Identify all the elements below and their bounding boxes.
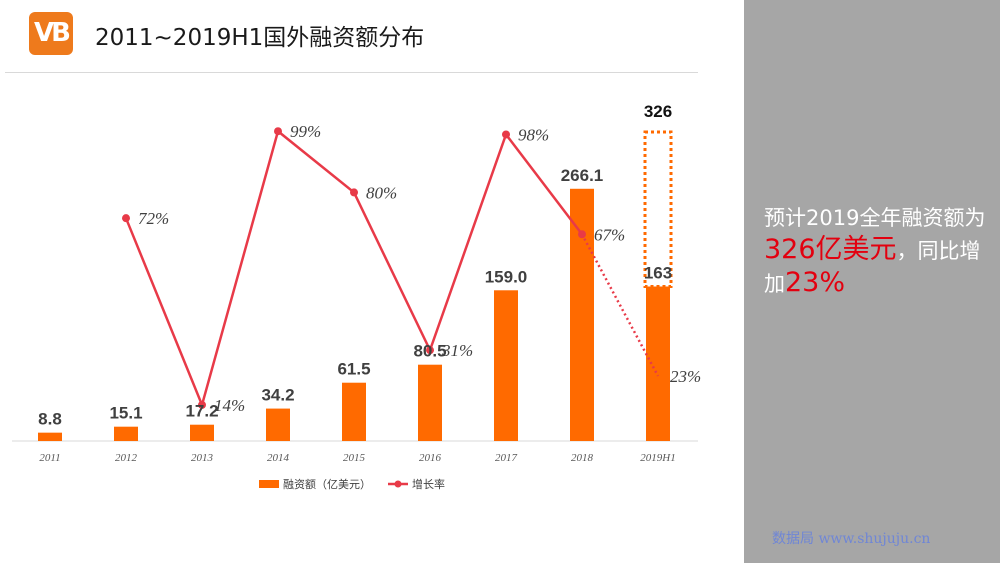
forecast-growth: 23% (785, 267, 846, 298)
bar-label-2017: 159.0 (485, 267, 528, 286)
legend-swatch-bar (259, 480, 279, 488)
bar-label-2018: 266.1 (561, 166, 604, 185)
growth-point-2015 (350, 188, 358, 197)
x-tick-2017: 2017 (495, 452, 518, 464)
bar-label-2016: 80.5 (413, 342, 446, 361)
growth-label-2016: 31% (441, 341, 473, 360)
bar-2015 (342, 382, 366, 441)
side-panel: 预计2019全年融资额为 326亿美元，同比增加23% 数据局 www.shuju… (744, 0, 1000, 563)
x-tick-2013: 2013 (191, 452, 214, 464)
growth-point-2018 (578, 230, 586, 239)
page-title: 2011~2019H1国外融资额分布 (95, 25, 425, 51)
logo: VB (29, 12, 73, 55)
bar-2012 (114, 426, 138, 441)
bar-label-2011: 8.8 (38, 410, 62, 429)
growth-point-2013 (198, 400, 206, 409)
growth-line-forecast (580, 233, 660, 377)
x-tick-2014: 2014 (267, 452, 290, 464)
growth-label-2014: 99% (290, 122, 321, 141)
financing-chart: 8.8 15.1 17.2 34.2 61.5 80.5 159.0 266.1 163 326 7… (12, 102, 701, 491)
legend-label-bar: 融资额（亿美元） (283, 478, 371, 491)
growth-point-2012 (122, 214, 130, 223)
bar-2013 (190, 424, 214, 441)
forecast-text-2: ，同比增加 (764, 239, 981, 296)
bar-2016 (418, 364, 442, 441)
bar-2019H1 (646, 286, 670, 441)
growth-point-2014 (274, 127, 282, 136)
growth-label-2013: 14% (214, 396, 245, 415)
x-tick-2019H1: 2019H1 (640, 452, 675, 464)
bar-label-2014: 34.2 (261, 386, 294, 405)
watermark: 数据局 www.shujuju.cn (772, 531, 931, 547)
legend-swatch-line-dot (394, 480, 402, 488)
growth-label-2019H1: 23% (670, 367, 701, 386)
forecast-text-1: 预计2019全年融资额为 (764, 206, 986, 230)
bar-label-2015: 61.5 (337, 360, 370, 379)
bar-label-2019H1: 163 (644, 264, 672, 283)
growth-label-2012: 72% (138, 209, 169, 228)
x-tick-2018: 2018 (571, 452, 594, 464)
forecast-amount: 326亿美元 (764, 234, 897, 265)
forecast-note: 预计2019全年融资额为 326亿美元，同比增加23% (764, 203, 996, 300)
x-tick-2016: 2016 (419, 452, 442, 464)
bar-label-2013: 17.2 (185, 402, 218, 421)
x-tick-2015: 2015 (343, 452, 366, 464)
forecast-label: 326 (644, 102, 672, 121)
x-tick-2012: 2012 (115, 452, 138, 464)
x-tick-2011: 2011 (39, 452, 60, 464)
growth-label-2015: 80% (366, 183, 397, 202)
title-divider (5, 72, 698, 73)
growth-point-2017 (502, 130, 510, 139)
bar-2018 (570, 188, 594, 441)
bar-2014 (266, 408, 290, 441)
growth-point-2016 (426, 346, 434, 355)
growth-label-2017: 98% (518, 125, 549, 144)
growth-label-2018: 67% (594, 225, 625, 244)
legend-label-line: 增长率 (412, 477, 445, 491)
bar-2011 (38, 432, 62, 441)
bar-label-2012: 15.1 (109, 404, 142, 423)
bar-2017 (494, 290, 518, 441)
